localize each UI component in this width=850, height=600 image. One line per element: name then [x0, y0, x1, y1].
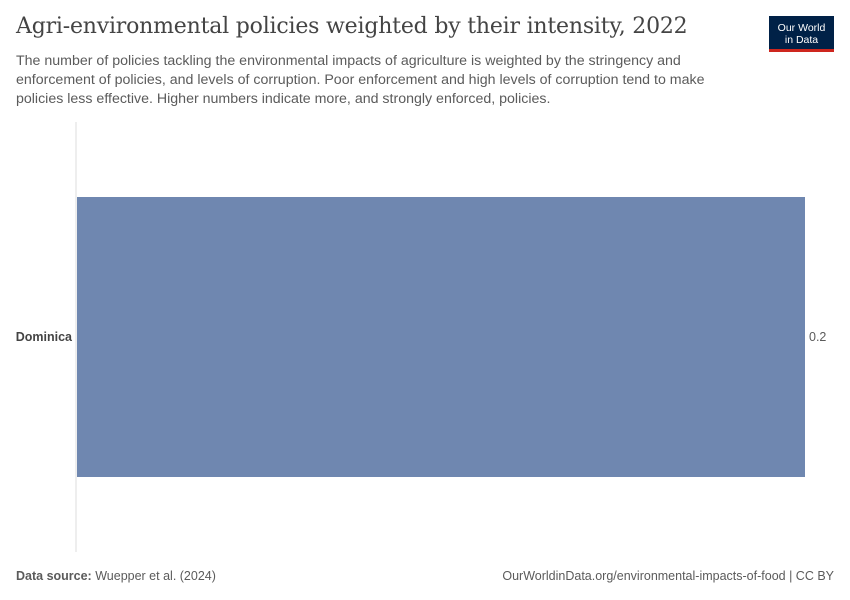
data-source-text: Wuepper et al. (2024) — [95, 569, 216, 583]
bar-dominica[interactable] — [77, 197, 805, 477]
value-label: 0.2 — [809, 330, 826, 344]
data-source-label: Data source: — [16, 569, 92, 583]
bars-layer: Dominica 0.2 — [16, 122, 826, 552]
source-link[interactable]: OurWorldinData.org/environmental-impacts… — [502, 569, 834, 583]
owid-logo[interactable]: Our World in Data — [769, 16, 834, 52]
chart-subtitle: The number of policies tackling the envi… — [16, 53, 705, 107]
category-label: Dominica — [16, 330, 73, 344]
data-source: Data source: Wuepper et al. (2024) — [16, 569, 216, 583]
logo-line-2: in Data — [784, 33, 819, 46]
chart-title: Agri-environmental policies weighted by … — [16, 14, 688, 39]
logo-line-1: Our World — [777, 21, 826, 34]
